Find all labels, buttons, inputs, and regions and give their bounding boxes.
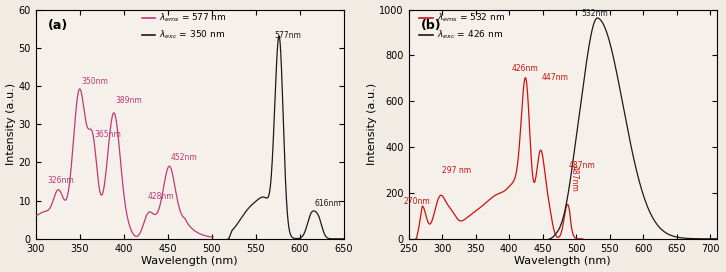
Y-axis label: Intensity (a.u.): Intensity (a.u.) [367,83,377,165]
Text: 326nm: 326nm [48,176,75,185]
Text: 487nm: 487nm [569,165,579,192]
Legend: $\lambda_{ems}$ = 532 nm, $\lambda_{exc}$ = 426 nm: $\lambda_{ems}$ = 532 nm, $\lambda_{exc}… [420,12,505,41]
Text: 447nm: 447nm [542,73,569,82]
Text: 577nm: 577nm [274,31,301,40]
Text: 616nm: 616nm [315,199,342,208]
Text: 365nm: 365nm [94,131,121,140]
Text: 350nm: 350nm [81,77,108,86]
Text: 270nm: 270nm [404,197,431,206]
Text: 428nm: 428nm [147,191,174,200]
Text: (a): (a) [48,19,68,32]
Y-axis label: Intensity (a.u.): Intensity (a.u.) [6,83,15,165]
Text: 297 nm: 297 nm [442,166,471,175]
Text: (b): (b) [421,19,441,32]
Legend: $\lambda_{ems}$ = 577 nm, $\lambda_{exc}$ = 350 nm: $\lambda_{ems}$ = 577 nm, $\lambda_{exc}… [142,12,227,41]
X-axis label: Wavelength (nm): Wavelength (nm) [142,256,238,267]
Text: 452nm: 452nm [171,153,197,162]
Text: 487nm: 487nm [568,160,595,169]
Text: 426nm: 426nm [512,64,539,73]
Text: 532nm: 532nm [582,9,608,18]
Text: 389nm: 389nm [115,96,142,105]
X-axis label: Wavelength (nm): Wavelength (nm) [515,256,611,267]
